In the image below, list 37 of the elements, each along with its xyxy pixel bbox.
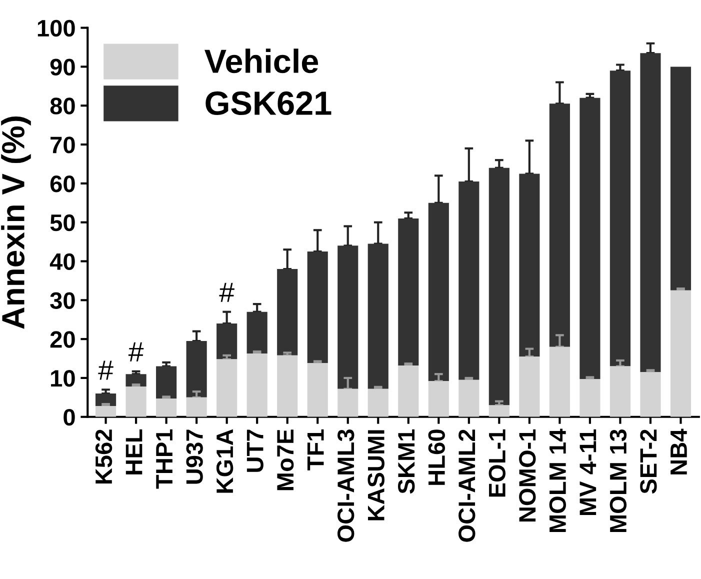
y-tick-label: 40 — [50, 253, 75, 270]
legend-label: Vehicle — [204, 48, 318, 74]
x-tick-label: OCI-AML3 — [337, 430, 354, 542]
y-axis-title: Annexin V (%) — [1, 116, 31, 329]
annotation: # — [219, 282, 234, 302]
x-tick-label: SET-2 — [640, 430, 657, 494]
x-tick-label: HL60 — [428, 430, 445, 485]
y-tick-label: 80 — [50, 98, 75, 114]
x-tick-label: MOLM 13 — [610, 430, 627, 532]
x-tick-label: OCI-AML2 — [458, 430, 476, 542]
y-tick-label: 50 — [50, 214, 75, 232]
x-tick-label: EOL-1 — [488, 429, 506, 497]
annotation: # — [128, 342, 144, 362]
y-tick-label: 0 — [64, 408, 75, 426]
x-tick-label: SKM1 — [398, 429, 415, 494]
x-tick-label: U937 — [186, 430, 203, 484]
annotation: # — [98, 360, 114, 380]
x-tick-label: K562 — [95, 430, 112, 484]
x-tick-label: TF1 — [307, 429, 324, 470]
x-tick-label: MV 4-11 — [580, 429, 596, 516]
x-tick-label: MOLM 14 — [549, 428, 566, 532]
legend-label: GSK621 — [206, 91, 332, 116]
y-tick-label: 70 — [50, 136, 75, 154]
x-tick-label: UT7 — [246, 430, 264, 472]
x-tick-label: Mo7E — [277, 430, 294, 490]
x-tick-label: HEL — [126, 429, 142, 474]
x-tick-label: NB4 — [670, 428, 687, 474]
y-tick-label: 90 — [50, 58, 75, 76]
y-tick-label: 100 — [38, 20, 75, 37]
y-tick-label: 20 — [50, 331, 75, 348]
x-tick-label: KASUMI — [368, 430, 384, 520]
x-tick-label: KG1A — [216, 429, 234, 493]
y-tick-label: 10 — [51, 370, 75, 387]
x-tick-label: THP1 — [156, 429, 172, 489]
y-tick-label: 60 — [50, 175, 75, 192]
y-tick-label: 30 — [50, 292, 75, 309]
x-tick-label: NOMO-1 — [519, 429, 536, 522]
